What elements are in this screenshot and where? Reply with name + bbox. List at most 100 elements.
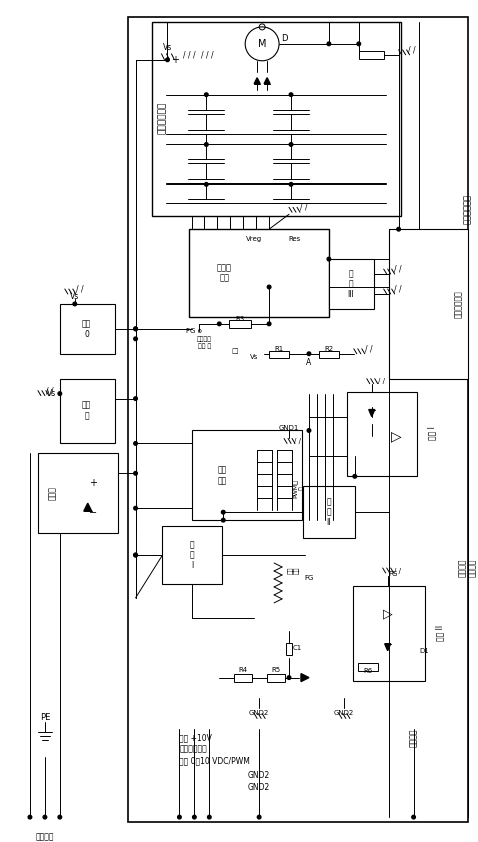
Circle shape — [193, 815, 196, 819]
Text: PWM信
号: PWM信 号 — [293, 479, 305, 498]
Text: R6: R6 — [363, 668, 372, 674]
Text: 转速
信号: 转速 信号 — [288, 566, 300, 573]
Text: Vs: Vs — [163, 43, 172, 52]
Text: 整流桥: 整流桥 — [48, 487, 57, 500]
Bar — [60, 379, 115, 444]
Text: / /: / / — [76, 285, 84, 294]
Text: / /: / / — [300, 203, 308, 212]
Text: ▷: ▷ — [391, 429, 402, 444]
Text: Vs: Vs — [250, 354, 258, 360]
Text: Vs: Vs — [70, 292, 79, 301]
Text: / /: / / — [394, 285, 402, 294]
Text: 芯
片
II: 芯 片 II — [326, 498, 331, 527]
Bar — [152, 22, 401, 216]
Text: 智能功率模块: 智能功率模块 — [158, 101, 167, 134]
Circle shape — [134, 472, 137, 475]
Text: 芯片
0: 芯片 0 — [82, 319, 91, 338]
Text: 隔离
电源: 隔离 电源 — [217, 466, 227, 485]
Text: 过压保护电路: 过压保护电路 — [463, 195, 472, 224]
Text: GND2: GND2 — [334, 711, 354, 717]
Bar — [60, 304, 115, 354]
Circle shape — [327, 42, 331, 45]
Circle shape — [353, 475, 357, 478]
Bar — [359, 51, 384, 59]
Text: 过压保护电路: 过压保护电路 — [454, 290, 463, 317]
Bar — [319, 351, 339, 358]
Text: 芯
片
I: 芯 片 I — [190, 540, 195, 570]
Circle shape — [134, 337, 137, 341]
Circle shape — [58, 815, 62, 819]
Circle shape — [307, 352, 311, 355]
Circle shape — [412, 815, 415, 819]
Text: R3: R3 — [236, 316, 245, 322]
Circle shape — [207, 815, 211, 819]
Circle shape — [205, 93, 208, 97]
Circle shape — [221, 519, 225, 522]
Bar — [229, 320, 251, 328]
Circle shape — [134, 442, 137, 445]
Text: / /: / / — [394, 568, 401, 574]
Text: R2: R2 — [325, 346, 334, 352]
Circle shape — [289, 93, 293, 97]
Text: 隔离特性
间谐电路: 隔离特性 间谐电路 — [458, 559, 477, 578]
Text: Res: Res — [288, 236, 300, 242]
Bar — [38, 453, 118, 533]
Text: 交流电源: 交流电源 — [36, 833, 54, 841]
Circle shape — [327, 258, 331, 261]
Circle shape — [166, 58, 169, 61]
Text: / / /: / / / — [201, 51, 214, 59]
Circle shape — [289, 142, 293, 147]
Text: / /: / / — [365, 344, 372, 354]
Circle shape — [28, 815, 32, 819]
Circle shape — [134, 397, 137, 401]
Circle shape — [58, 392, 62, 396]
Circle shape — [205, 183, 208, 186]
Circle shape — [134, 327, 137, 331]
Polygon shape — [301, 674, 309, 681]
Text: 光偶 II: 光偶 II — [435, 625, 444, 641]
Polygon shape — [264, 77, 270, 83]
Text: PE: PE — [40, 713, 50, 722]
Bar — [353, 586, 424, 680]
Circle shape — [134, 506, 137, 510]
Circle shape — [73, 302, 76, 306]
Circle shape — [43, 815, 47, 819]
Text: / /: / / — [378, 378, 385, 384]
Circle shape — [257, 815, 261, 819]
Text: R4: R4 — [239, 667, 248, 673]
Circle shape — [357, 42, 360, 45]
Bar — [163, 526, 222, 584]
Text: GND2: GND2 — [249, 711, 269, 717]
Text: +: + — [89, 478, 97, 488]
Bar — [358, 663, 378, 670]
Circle shape — [267, 285, 271, 289]
Text: FG o: FG o — [186, 328, 202, 333]
Circle shape — [307, 429, 311, 432]
Text: +: + — [172, 55, 179, 65]
Circle shape — [287, 676, 291, 679]
Text: FG: FG — [304, 575, 314, 581]
Text: C1: C1 — [293, 645, 302, 651]
Text: / /: / / — [408, 45, 415, 55]
Text: 转速变控
制器 口: 转速变控 制器 口 — [197, 337, 212, 349]
Circle shape — [221, 510, 225, 514]
Text: □: □ — [231, 348, 238, 354]
Bar — [329, 259, 374, 309]
Circle shape — [178, 815, 181, 819]
Circle shape — [134, 327, 137, 331]
Circle shape — [397, 227, 401, 231]
Polygon shape — [369, 409, 375, 417]
Text: / /: / / — [394, 264, 402, 274]
Text: GND2: GND2 — [248, 770, 270, 780]
Text: A: A — [306, 358, 312, 367]
Bar — [192, 430, 302, 520]
Text: 光偶 I: 光偶 I — [427, 427, 436, 440]
Text: GND2: GND2 — [248, 783, 270, 791]
Text: Vreg: Vreg — [246, 236, 262, 242]
Text: R1: R1 — [274, 346, 284, 352]
Polygon shape — [84, 504, 92, 511]
Text: 输入 0～10 VDC/PWM: 输入 0～10 VDC/PWM — [179, 757, 250, 766]
Text: / /: / / — [293, 439, 301, 445]
Text: −: − — [88, 509, 97, 518]
Circle shape — [289, 183, 293, 186]
